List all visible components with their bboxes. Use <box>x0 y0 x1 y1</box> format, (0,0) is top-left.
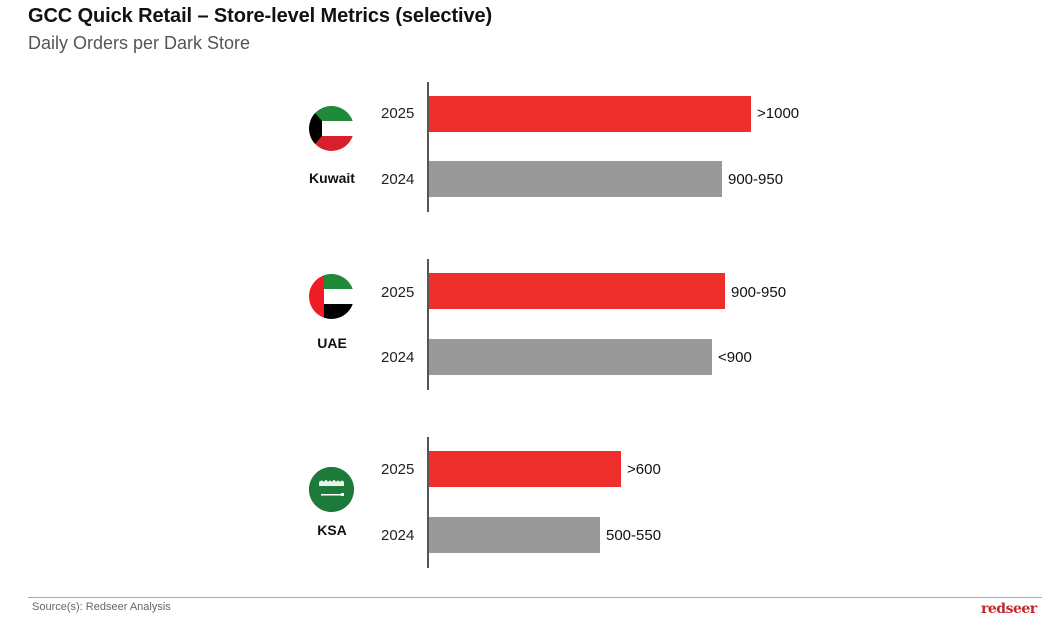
bar-ksa-2024 <box>429 517 600 553</box>
year-label: 2024 <box>381 527 415 544</box>
redseer-logo: redseer <box>981 601 1037 617</box>
country-label: KSA <box>317 522 347 538</box>
bar-uae-2024 <box>429 339 712 375</box>
kuwait-flag-icon <box>309 106 354 151</box>
axis-line <box>427 82 429 212</box>
value-label: <900 <box>718 349 752 366</box>
country-label: UAE <box>317 335 347 351</box>
value-label: 500-550 <box>606 527 662 544</box>
year-label: 2024 <box>381 171 415 188</box>
country-label: Kuwait <box>309 170 355 186</box>
bar-kuwait-2024 <box>429 161 722 197</box>
year-label: 2025 <box>381 284 415 301</box>
source-note: Source(s): Redseer Analysis <box>32 601 171 613</box>
ksa-flag-icon <box>309 467 354 512</box>
bar-uae-2025 <box>429 273 725 309</box>
axis-line <box>427 259 429 390</box>
year-label: 2025 <box>381 461 415 478</box>
year-label: 2025 <box>381 105 415 122</box>
axis-line <box>427 437 429 568</box>
footer-divider <box>28 597 1042 598</box>
uae-flag-icon <box>309 274 354 319</box>
value-label: 900-950 <box>731 284 787 301</box>
value-label: 900-950 <box>728 171 784 188</box>
value-label: >600 <box>627 461 661 478</box>
bar-ksa-2025 <box>429 451 621 487</box>
chart-title: GCC Quick Retail – Store-level Metrics (… <box>28 5 493 27</box>
year-label: 2024 <box>381 349 415 366</box>
value-label: >1000 <box>757 105 800 122</box>
bar-kuwait-2025 <box>429 96 751 132</box>
chart-subtitle: Daily Orders per Dark Store <box>28 33 251 53</box>
